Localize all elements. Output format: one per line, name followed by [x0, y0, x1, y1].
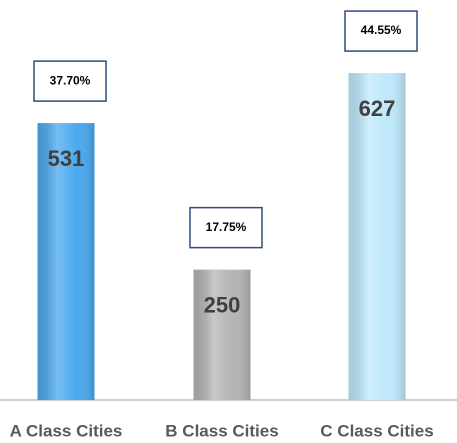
annotation: 44.55% [361, 23, 402, 37]
annotation-box [344, 10, 418, 52]
bar-shine [193, 269, 251, 400]
annotation: 17.75% [206, 220, 247, 234]
annotation-box [33, 60, 107, 102]
annotation-box [189, 206, 263, 249]
x-tick-label: C Class Cities [320, 421, 433, 440]
bar-shine [348, 73, 406, 401]
value-label: 531 [48, 146, 85, 171]
annotation: 37.70% [50, 73, 91, 87]
x-tick-label: B Class Cities [165, 421, 278, 440]
value-label: 627 [359, 96, 396, 121]
value-label: 250 [204, 292, 241, 317]
bar-shine [37, 123, 95, 400]
x-tick-label: A Class Cities [10, 421, 123, 440]
